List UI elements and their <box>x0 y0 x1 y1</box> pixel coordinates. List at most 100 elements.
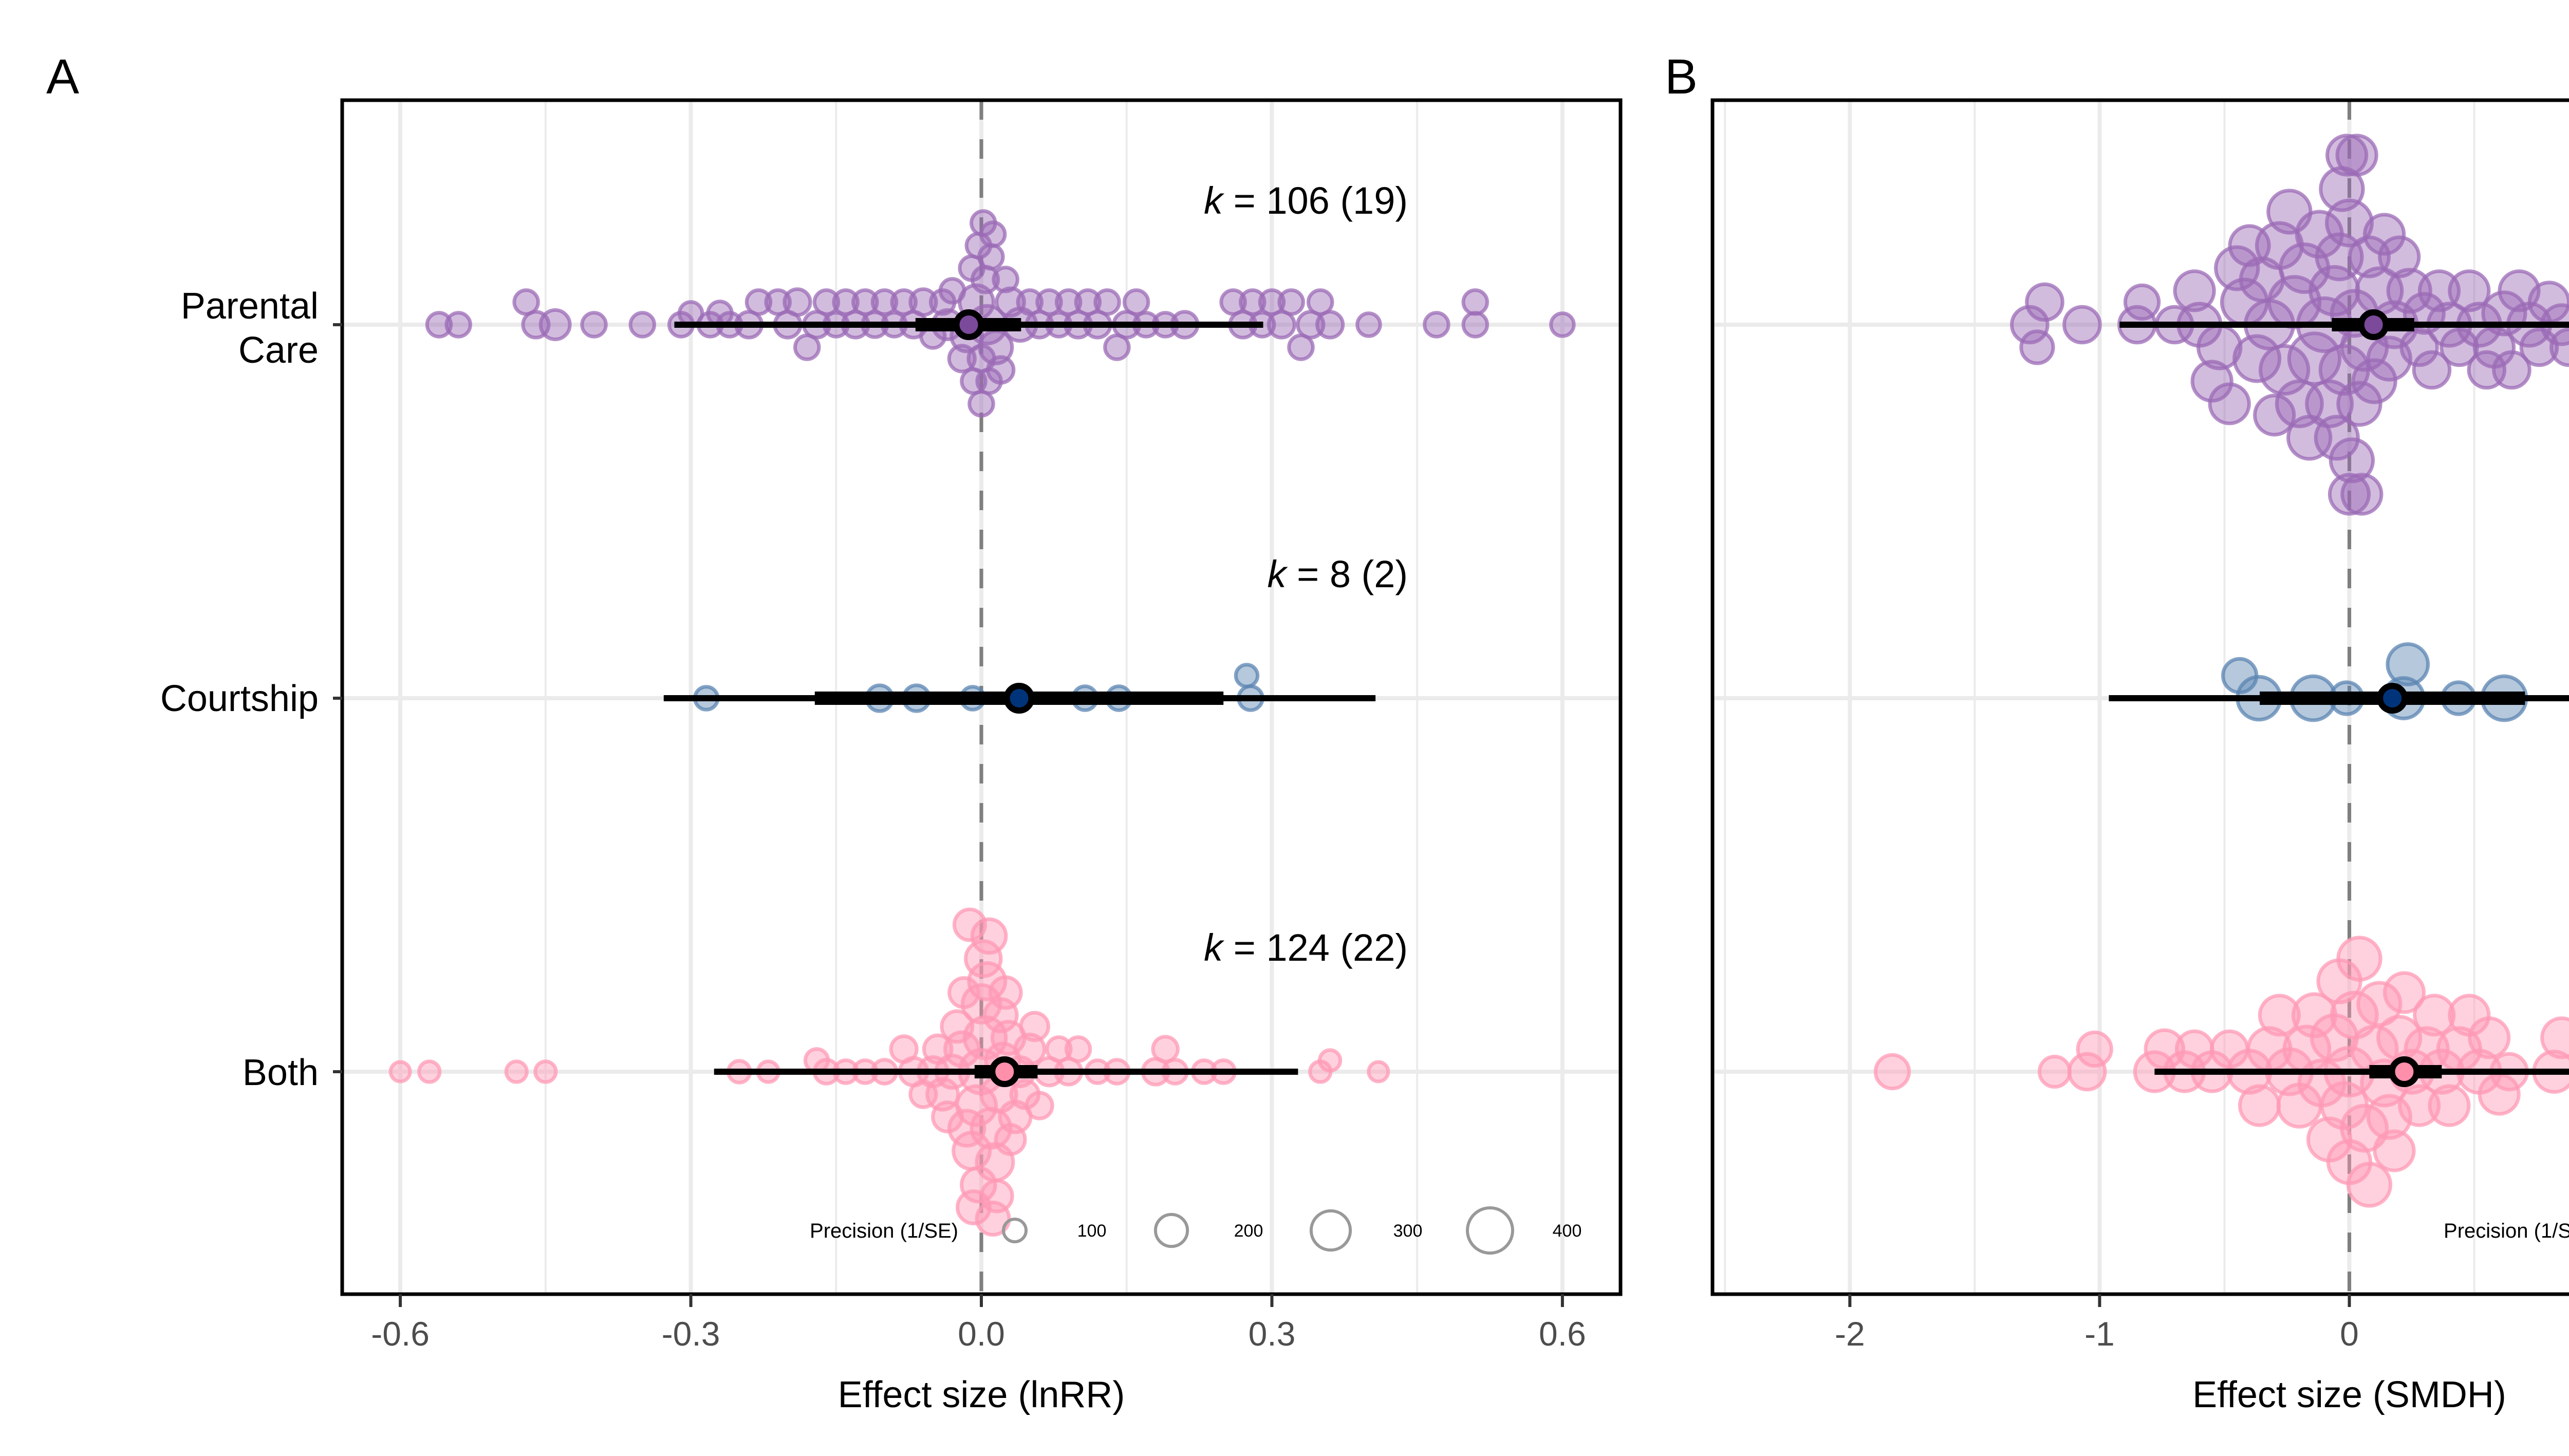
effect-size-point <box>1461 311 1490 339</box>
effect-size-point <box>1239 288 1267 316</box>
effect-size-point <box>908 1079 938 1109</box>
effect-size-point <box>1074 288 1102 316</box>
effect-size-point <box>975 367 1003 395</box>
effect-size-point <box>2378 235 2421 278</box>
effect-size-point <box>2428 1084 2471 1127</box>
effect-size-point <box>922 1033 954 1065</box>
effect-size-point <box>2209 1029 2249 1069</box>
effect-size-point <box>2335 134 2378 177</box>
effect-size-point <box>988 975 1023 1010</box>
k-symbol: k <box>1268 553 1289 595</box>
x-tick-label: -1 <box>2084 1315 2115 1353</box>
effect-size-point <box>2025 282 2064 322</box>
mean-estimate-point <box>2377 683 2408 714</box>
effect-size-point <box>1355 311 1382 338</box>
effect-size-point <box>764 288 792 316</box>
mean-estimate-point <box>1003 683 1035 714</box>
effect-size-point <box>947 976 981 1009</box>
effect-size-point <box>2258 994 2301 1037</box>
effect-size-point <box>2540 1016 2569 1059</box>
effect-size-point <box>2382 971 2426 1014</box>
effect-size-point <box>931 1100 964 1133</box>
effect-size-point <box>1367 1060 1390 1084</box>
effect-size-point <box>2440 327 2479 367</box>
effect-size-point <box>2386 642 2430 686</box>
effect-size-point <box>2010 305 2050 345</box>
effect-size-point <box>417 1059 442 1084</box>
panel-letter-b: B <box>1665 49 1698 104</box>
effect-size-point <box>2346 1162 2393 1208</box>
effect-size-point <box>1306 288 1334 316</box>
effect-size-point <box>1054 288 1083 316</box>
effect-size-point <box>2062 305 2102 345</box>
legend-size-key <box>1153 1212 1189 1248</box>
panel-letter-a: A <box>46 49 79 104</box>
effect-size-point <box>977 243 1005 271</box>
effect-size-point <box>890 288 918 316</box>
effect-size-point <box>1549 311 1576 338</box>
effect-size-point <box>2348 235 2391 278</box>
effect-size-point <box>2328 473 2371 516</box>
effect-size-point <box>2214 245 2260 291</box>
legend-size-key <box>1002 1218 1028 1243</box>
effect-size-point <box>2238 1084 2281 1127</box>
x-axis-title: Effect size (SMDH) <box>2192 1374 2506 1415</box>
effect-size-point <box>2412 350 2452 390</box>
effect-size-point <box>1103 333 1131 361</box>
effect-size-point <box>677 300 704 327</box>
effect-size-point <box>1287 333 1315 361</box>
effect-size-point <box>1277 288 1305 316</box>
k-label: k = 124 (22) <box>1204 926 1408 969</box>
category-label-both: Both <box>243 1052 319 1093</box>
effect-size-point <box>1025 1091 1054 1121</box>
effect-size-point <box>2076 1030 2113 1068</box>
legend-value: 400 <box>1553 1221 1582 1241</box>
effect-size-point <box>938 277 966 305</box>
effect-size-point <box>628 311 657 339</box>
legend-size-key <box>1309 1209 1352 1252</box>
effect-size-point <box>425 311 453 339</box>
k-value: = 106 (19) <box>1223 179 1408 222</box>
effect-size-point <box>1093 288 1121 316</box>
effect-size-point <box>2253 394 2296 437</box>
effect-size-point <box>2291 992 2338 1038</box>
effect-size-point <box>2221 657 2259 695</box>
effect-size-point <box>2228 224 2271 267</box>
effect-size-point <box>1873 1053 1911 1091</box>
effect-size-point <box>1317 1048 1343 1073</box>
effect-size-point <box>2356 981 2403 1027</box>
effect-size-point <box>2397 1084 2441 1127</box>
legend-value: 300 <box>1393 1221 1423 1241</box>
effect-size-point <box>2208 382 2251 425</box>
legend-size-key <box>1466 1206 1514 1255</box>
legend-value: 100 <box>1077 1221 1107 1241</box>
effect-size-point <box>2276 1082 2322 1129</box>
effect-size-point <box>388 1060 412 1084</box>
effect-size-point <box>2232 334 2282 383</box>
k-label: k = 8 (2) <box>1268 553 1408 595</box>
effect-size-point <box>2468 1016 2511 1059</box>
effect-size-point <box>1258 288 1286 316</box>
effect-size-point <box>2351 358 2397 404</box>
effect-size-point <box>2399 327 2439 367</box>
panel-a: k = 106 (19)k = 8 (2)k = 124 (22)-0.6 -0.… <box>333 98 1623 1415</box>
effect-size-point <box>2519 327 2559 367</box>
effect-size-point <box>889 1034 919 1064</box>
k-value: = 124 (22) <box>1223 926 1408 969</box>
k-label: k = 106 (19) <box>1204 179 1408 222</box>
effect-size-point <box>1423 311 1450 339</box>
effect-size-point <box>940 1009 975 1044</box>
effect-size-point <box>995 286 1026 318</box>
effect-size-point <box>1151 1035 1180 1063</box>
effect-size-point <box>967 390 995 418</box>
effect-size-point <box>1219 288 1247 316</box>
effect-size-point <box>2386 268 2432 314</box>
effect-size-point <box>2492 350 2531 390</box>
x-tick-label: -0.6 <box>371 1315 430 1353</box>
effect-size-point <box>994 1123 1027 1156</box>
effect-size-point <box>1234 663 1260 688</box>
effect-size-point <box>992 266 1019 293</box>
x-tick-label: -0.3 <box>662 1315 720 1353</box>
effect-size-point <box>2329 437 2375 483</box>
